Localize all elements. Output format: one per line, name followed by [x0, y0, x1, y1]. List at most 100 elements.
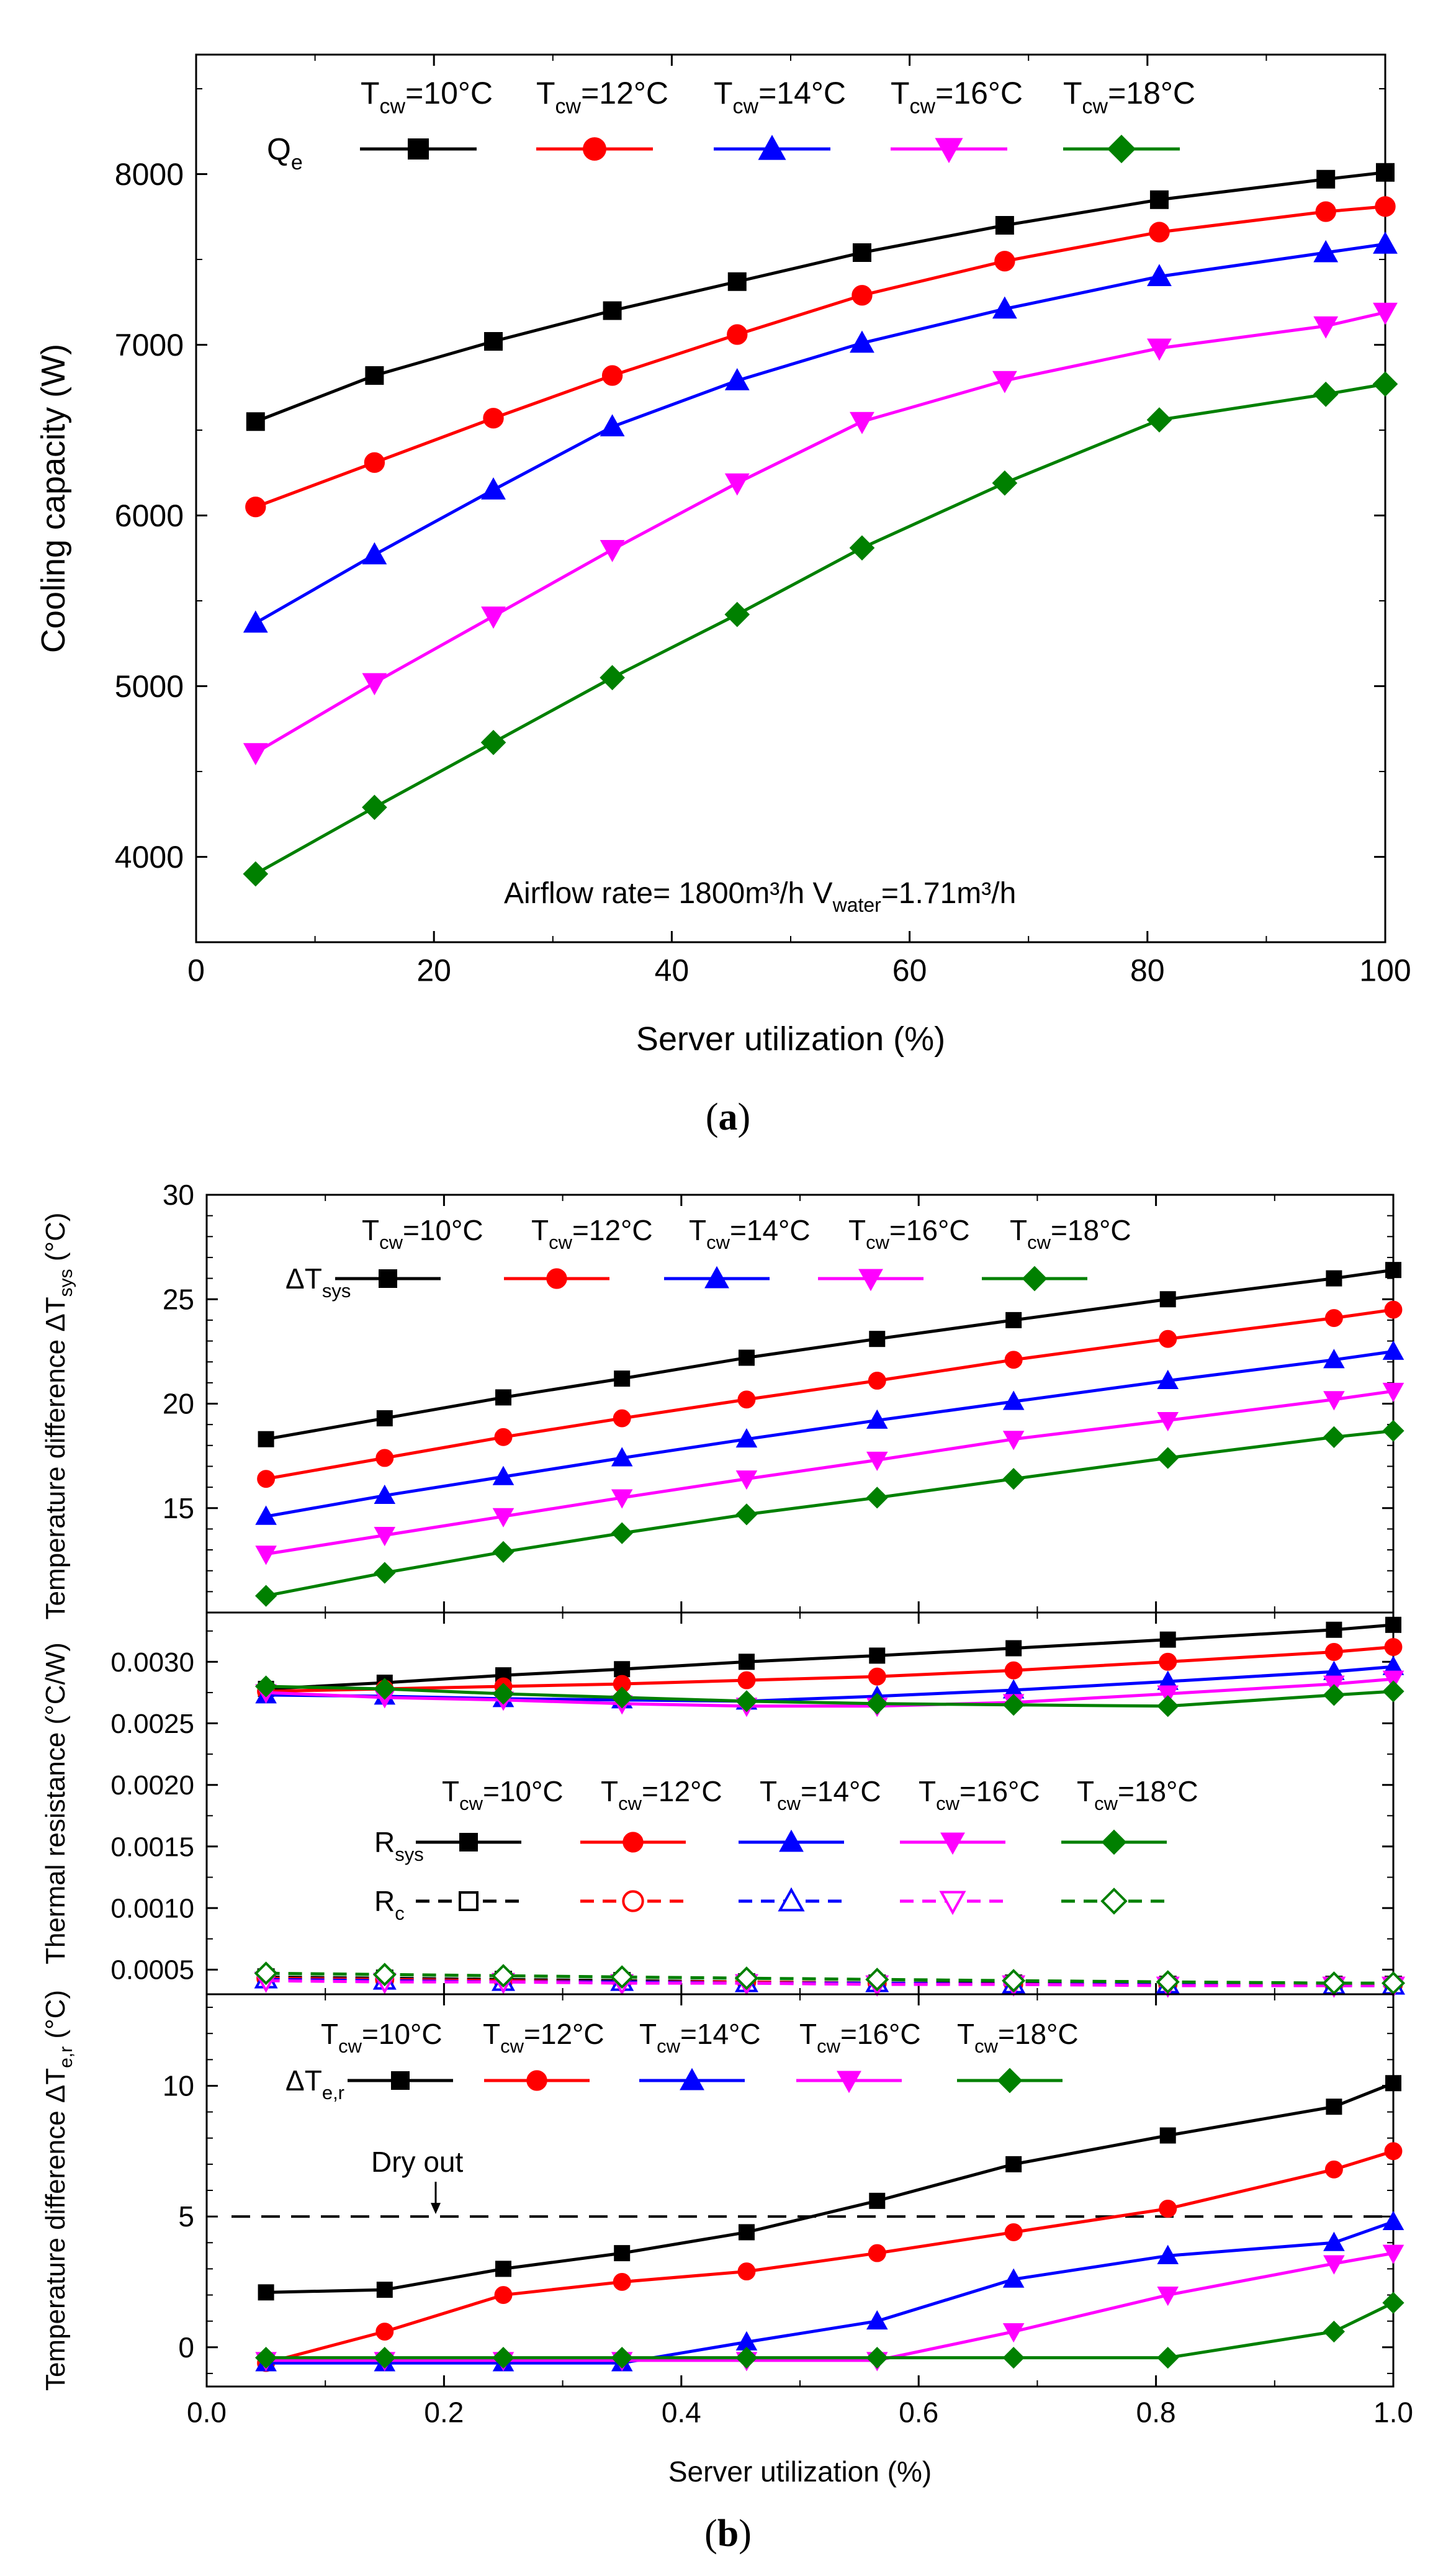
chart-b2-series-1-point: [1159, 1652, 1177, 1671]
chart-a-series-3-point: [1313, 316, 1339, 339]
chart-a-series-3-point: [600, 539, 625, 562]
chart-b1-series-2-point: [1002, 1390, 1025, 1410]
chart-a-series-2-point: [1147, 264, 1172, 287]
chart-b2-series-3-line: [266, 1677, 1394, 1708]
chart-a-legend-key-marker: [408, 138, 429, 160]
chart-a-series-2-point: [600, 414, 625, 437]
chart-b3-series-3-point: [1002, 2323, 1025, 2343]
chart-b2-series-1-point: [1324, 1643, 1343, 1661]
chart-b3-legend-key-marker: [997, 2067, 1023, 2094]
chart-a-series-3-point: [1147, 338, 1172, 361]
chart-b1-delta-t-sys: 15 20 25 30 Tcw=10°C Tcw=12°C Tcw=14°C Tcw=16°C…: [40, 1179, 1404, 1620]
chart-b3-series-4-line: [266, 2301, 1395, 2360]
chart-b1-series-4-point: [1157, 1447, 1179, 1469]
chart-a-series-2-point: [1313, 240, 1339, 263]
chart-a-y-axis-title: Cooling capacity (W): [35, 344, 72, 653]
chart-b3-series-3-point: [1323, 2255, 1345, 2275]
chart-b2-legend-rsys-label: Rsys: [374, 1826, 424, 1865]
x-tick-label: 0.4: [662, 2396, 701, 2429]
chart-b1-series-0-point: [738, 1349, 755, 1366]
chart-b2-thermal-resistance: 0.0005 0.0010 0.0015 0.0020 0.0025 0.0030 Tcw=…: [40, 1611, 1406, 1998]
legend-header-label: Tcw=16°C: [848, 1214, 970, 1253]
chart-a-series-0-point: [727, 272, 747, 291]
chart-b1-series-1-point: [1159, 1329, 1177, 1348]
chart-a-series-4-line: [254, 382, 1386, 876]
chart-b1-series-4-point: [735, 1503, 758, 1526]
chart-b3-series-1-point: [1004, 2223, 1023, 2241]
chart-b3-series-4-point: [611, 2347, 633, 2369]
chart-b2-series-4-point: [254, 1675, 277, 1698]
chart-b2-series-2-line: [266, 1665, 1394, 1703]
chart-b3-series-3-point: [1382, 2244, 1404, 2264]
x-tick-label: 0.6: [899, 2396, 938, 2429]
y-tick-label: 0.0025: [110, 1709, 194, 1739]
chart-a-series-1-line: [254, 205, 1386, 509]
chart-a-legend-key-marker: [583, 137, 606, 161]
chart-b1-series-4-point: [611, 1522, 633, 1544]
chart-a-series-4-point: [362, 794, 387, 821]
chart-b3-series-1-point: [868, 2244, 886, 2262]
chart-b2-series-9-point: [372, 1963, 397, 1987]
chart-b2-legend-rsys-key-marker: [459, 1833, 478, 1851]
chart-b2-series-0-line: [266, 1623, 1394, 1691]
chart-b3-series-1-point: [737, 2262, 756, 2281]
chart-a-series-3-line: [254, 310, 1386, 754]
chart-a-series-4-point: [992, 470, 1018, 496]
legend-header-label: Tcw=18°C: [1010, 1214, 1131, 1253]
chart-b3-series-0-point: [495, 2261, 511, 2277]
chart-b1-series-1-point: [257, 1470, 276, 1488]
chart-b2-series-4-point: [866, 1693, 888, 1715]
chart-b2-series-4-point: [735, 1690, 758, 1712]
chart-b2-series-0-point: [869, 1647, 886, 1664]
chart-a-series-0-point: [1316, 169, 1336, 189]
chart-b2-series-1-point: [868, 1667, 886, 1686]
chart-b2-legend-rc-key-marker: [459, 1891, 479, 1911]
chart-a-series-2-point: [724, 367, 750, 390]
chart-b3-legend-key-marker: [526, 2070, 547, 2091]
chart-b3-series-1-point: [1384, 2142, 1403, 2161]
x-tick-label: 40: [655, 953, 690, 988]
x-tick-label: 60: [892, 953, 927, 988]
chart-a-legend-label: Qe: [267, 132, 303, 174]
chart-b1-series-1-point: [1384, 1300, 1403, 1319]
chart-b3-legend-label: ΔTe,r: [285, 2064, 344, 2103]
chart-b2-series-0-point: [1326, 1621, 1342, 1638]
chart-b1-series-4-point: [1382, 1419, 1404, 1442]
chart-b3-dryout-arrowhead: [431, 2203, 441, 2215]
chart-a-series-1-point: [601, 365, 623, 386]
chart-b3-legend-key-marker: [680, 2067, 704, 2090]
chart-b1-series-0-line: [266, 1268, 1394, 1441]
chart-a-series-0-point: [484, 332, 503, 351]
chart-b3-series-2-point: [866, 2310, 888, 2330]
x-tick-label: 1.0: [1373, 2396, 1413, 2429]
x-tick-label: 0.0: [187, 2396, 227, 2429]
chart-b1-legend-key-marker: [546, 1268, 567, 1289]
chart-b3-series-4-point: [492, 2347, 515, 2369]
chart-b1-series-3-point: [1382, 1382, 1404, 1402]
chart-b1-series-1-line: [266, 1308, 1394, 1481]
legend-header-label: Tcw=10°C: [362, 1214, 483, 1253]
chart-b2-legend-rc-key-marker: [622, 1890, 644, 1912]
chart-a-series-1-point: [1375, 196, 1396, 217]
chart-a-series-4-point: [600, 665, 625, 691]
chart-b2-series-4-point: [374, 1678, 396, 1700]
chart-a-series-0-point: [995, 216, 1014, 235]
chart-b2-series-0-point: [1159, 1631, 1176, 1648]
chart-a-series-3-point: [850, 412, 874, 434]
x-tick-label: 0.2: [424, 2396, 464, 2429]
chart-b1-series-2-point: [255, 1505, 277, 1525]
chart-a-series-1-point: [727, 324, 748, 345]
chart-b3-series-2-line: [266, 2220, 1394, 2365]
chart-b1-legend-key-marker: [379, 1269, 397, 1288]
chart-b2-series-8-line: [266, 1979, 1393, 1987]
legend-header-label: Tcw=16°C: [919, 1775, 1040, 1814]
chart-b2-series-9-point: [1322, 1971, 1346, 1995]
chart-a-series-4-point: [480, 729, 506, 755]
chart-b1-series-3-point: [611, 1489, 633, 1509]
legend-header-label: Tcw=14°C: [760, 1775, 881, 1814]
legend-header-label: Tcw=14°C: [639, 2018, 761, 2057]
chart-b3-series-4-point: [735, 2347, 758, 2369]
y-tick-label: 0.0005: [110, 1955, 194, 1986]
y-tick-label: 0: [178, 2331, 194, 2364]
chart-b1-series-0-point: [869, 1331, 886, 1347]
